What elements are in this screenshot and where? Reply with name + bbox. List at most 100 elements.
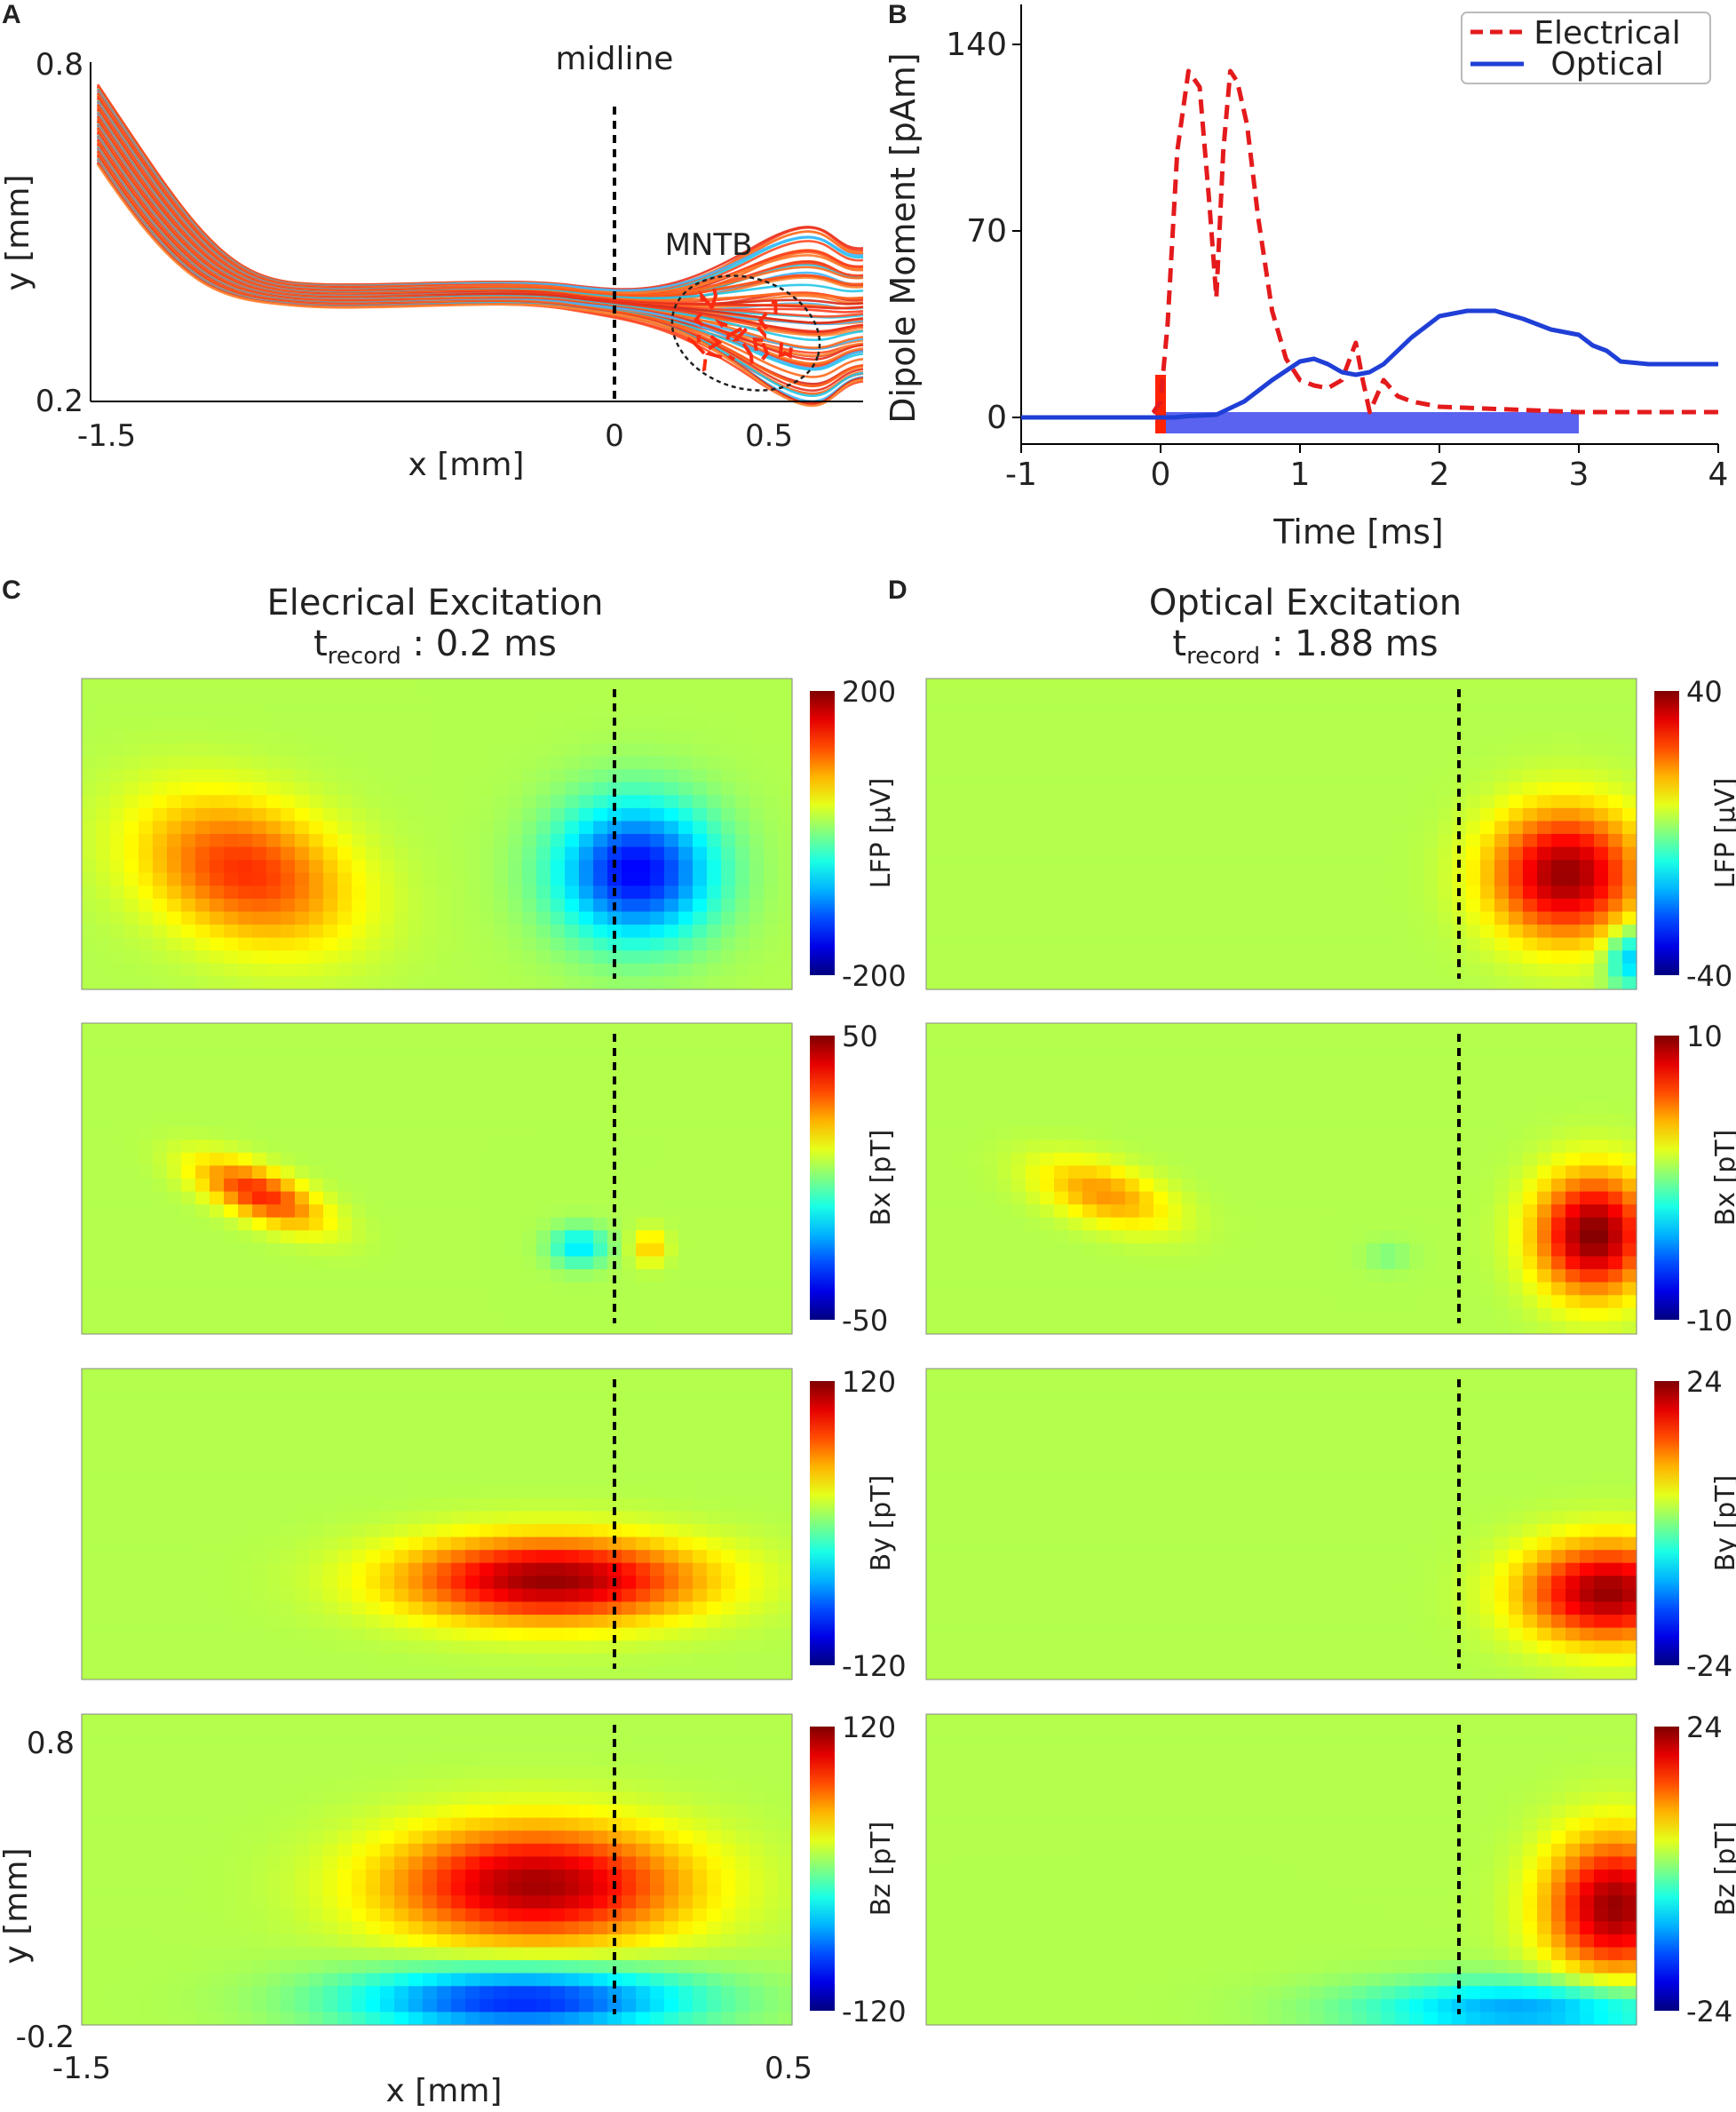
heatmap-cell — [337, 742, 353, 758]
heatmap-cell — [195, 730, 210, 744]
heatmap-cell — [508, 1472, 523, 1486]
heatmap-cell — [337, 1256, 353, 1270]
heatmap-cell — [565, 1165, 580, 1179]
heatmap-cell — [508, 1139, 523, 1154]
heatmap-cell — [181, 1459, 196, 1473]
heatmap-cell — [153, 1714, 168, 1728]
heatmap-cell — [536, 1321, 551, 1335]
heatmap-cell — [778, 976, 793, 990]
heatmap-cell — [252, 1472, 267, 1486]
heatmap-cell — [309, 1960, 324, 1974]
heatmap-cell — [551, 795, 566, 809]
heatmap-cell — [323, 1752, 338, 1767]
heatmap-cell — [650, 1307, 665, 1322]
heatmap-cell — [167, 937, 182, 951]
heatmap-cell — [210, 1895, 225, 1910]
heatmap-cell — [622, 1766, 637, 1780]
heatmap-cell — [82, 834, 97, 848]
heatmap-cell — [266, 1256, 281, 1270]
heatmap-cell — [565, 1485, 580, 1499]
heatmap-cell — [195, 1204, 210, 1219]
heatmap-cell — [721, 1036, 736, 1050]
heatmap-cell — [82, 911, 97, 925]
heatmap-cell — [764, 1061, 779, 1076]
heatmap-cell — [210, 1882, 225, 1896]
heatmap-cell — [764, 1204, 779, 1219]
heatmap-cell — [693, 1295, 708, 1309]
heatmap-cell — [749, 1843, 765, 1858]
heatmap-cell — [721, 1640, 736, 1655]
heatmap-cell — [693, 1998, 708, 2013]
heatmap-cell — [465, 937, 480, 951]
heatmap-cell — [536, 1036, 551, 1050]
heatmap-cell — [764, 872, 779, 886]
heatmap-cell — [423, 821, 438, 835]
heatmap-cell — [650, 1752, 665, 1767]
heatmap-cell — [721, 1615, 736, 1629]
heatmap-cell — [281, 1947, 296, 1961]
heatmap-cell — [465, 963, 480, 978]
heatmap-cell — [380, 1576, 395, 1590]
heatmap-cell — [565, 1870, 580, 1884]
heatmap-cell — [522, 1243, 537, 1258]
heatmap-cell — [607, 1727, 622, 1741]
heatmap-cell — [82, 1075, 97, 1089]
heatmap-cell — [96, 1269, 111, 1283]
heatmap-cell — [551, 1843, 566, 1858]
heatmap-cell — [749, 937, 765, 951]
heatmap-cell — [536, 2012, 551, 2026]
heatmap-cell — [408, 1562, 424, 1576]
heatmap-cell — [252, 679, 267, 693]
heatmap-cell — [508, 1217, 523, 1231]
heatmap-cell — [153, 1524, 168, 1538]
heatmap-cell — [536, 1446, 551, 1460]
heatmap-cell — [622, 1778, 637, 1793]
heatmap-cell — [153, 1960, 168, 1974]
heatmap-cell — [295, 1882, 310, 1896]
heatmap-cell — [352, 1369, 367, 1383]
heatmap-cell — [139, 742, 154, 758]
heatmap-cell — [494, 1036, 509, 1050]
heatmap-cell — [437, 1752, 452, 1767]
heatmap-cell — [181, 1805, 196, 1819]
heatmap-cell — [181, 885, 196, 900]
heatmap-cell — [366, 846, 381, 861]
heatmap-cell — [153, 1550, 168, 1564]
heatmap-cell — [295, 1023, 310, 1037]
heatmap-cell — [622, 807, 637, 822]
heatmap-cell — [181, 1204, 196, 1219]
heatmap-cell — [707, 1511, 722, 1525]
heatmap-cell — [764, 1369, 779, 1383]
heatmap-cell — [110, 1998, 125, 2013]
heatmap-cell — [622, 1394, 637, 1409]
heatmap-cell — [678, 1908, 694, 1922]
heatmap-cell — [749, 1217, 765, 1231]
heatmap-cell — [551, 1550, 566, 1564]
heatmap-cell — [764, 1986, 779, 2000]
heatmap-cell — [281, 1243, 296, 1258]
heatmap-cell — [664, 1640, 679, 1655]
heatmap-cell — [735, 1256, 750, 1270]
heatmap-cell — [96, 950, 111, 965]
heatmap-cell — [380, 1895, 395, 1910]
series-line-optical — [1021, 308, 1718, 420]
heatmap-cell — [465, 872, 480, 886]
heatmap-cell — [252, 1805, 267, 1819]
heatmap-cell — [536, 1576, 551, 1590]
heatmap-cell — [565, 1049, 580, 1063]
heatmap-cell — [749, 1407, 765, 1421]
heatmap-cell — [664, 1778, 679, 1793]
heatmap-cell — [522, 1640, 537, 1655]
heatmap-cell — [437, 1114, 452, 1128]
heatmap-cell — [735, 1986, 750, 2000]
heatmap-cell — [508, 1485, 523, 1499]
heatmap-cell — [394, 1714, 409, 1728]
heatmap-cell — [153, 1420, 168, 1434]
heatmap-cell — [224, 834, 239, 848]
heatmap-cell — [195, 976, 210, 990]
heatmap-cell — [266, 1778, 281, 1793]
heatmap-cell — [423, 795, 438, 809]
heatmap-cell — [82, 976, 97, 990]
heatmap-cell — [323, 1805, 338, 1819]
heatmap-cell — [181, 1908, 196, 1922]
